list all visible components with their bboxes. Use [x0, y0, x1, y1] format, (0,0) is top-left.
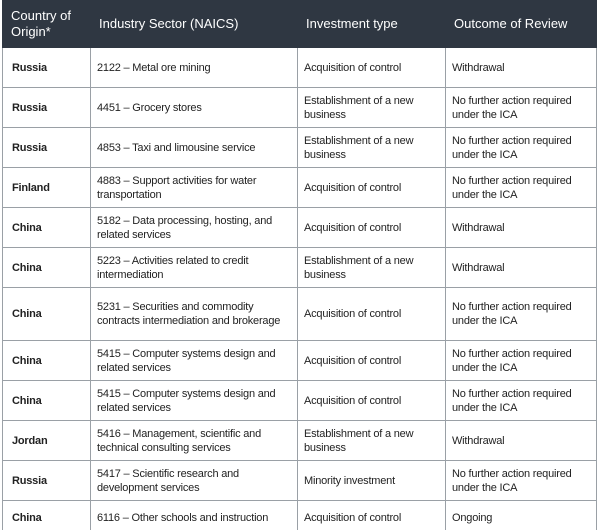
table-row: Russia 4451 – Grocery stores Establishment…	[2, 87, 597, 128]
table-row: Russia 4853 – Taxi and limousine service E…	[2, 127, 597, 168]
table-cell: China	[2, 247, 91, 288]
table-cell: No further action required under the ICA	[445, 460, 597, 501]
table-row: Finland 4883 – Support activities for wat…	[2, 167, 597, 208]
table-cell: 4853 – Taxi and limousine service	[90, 127, 298, 168]
table-cell: No further action required under the ICA	[445, 287, 597, 341]
header-cell: Industry Sector (NAICS)	[90, 0, 298, 48]
table-cell: Finland	[2, 167, 91, 208]
table-row: China 5231 – Securities and commodity con…	[2, 287, 597, 341]
table-cell: No further action required under the ICA	[445, 167, 597, 208]
table-cell: Russia	[2, 127, 91, 168]
header-cell: Country of Origin*	[2, 0, 91, 48]
table-cell: Withdrawal	[445, 47, 597, 88]
table-cell: Russia	[2, 87, 91, 128]
table-cell: Acquisition of control	[297, 207, 446, 248]
table-cell: China	[2, 287, 91, 341]
table-cell: 5415 – Computer systems design and relat…	[90, 380, 298, 421]
table-row: Russia 5417 – Scientific research and dev…	[2, 460, 597, 501]
table-cell: Acquisition of control	[297, 380, 446, 421]
table-row: China 6116 – Other schools and instructio…	[2, 500, 597, 530]
table-cell: Russia	[2, 460, 91, 501]
table-row: China 5182 – Data processing, hosting, an…	[2, 207, 597, 248]
table-cell: Jordan	[2, 420, 91, 461]
table-cell: China	[2, 207, 91, 248]
table-cell: 4451 – Grocery stores	[90, 87, 298, 128]
table-cell: 5416 – Management, scientific and techni…	[90, 420, 298, 461]
table-row: China 5223 – Activities related to credit…	[2, 247, 597, 288]
table-cell: China	[2, 380, 91, 421]
table-row: China 5415 – Computer systems design and …	[2, 340, 597, 381]
table-cell: Acquisition of control	[297, 500, 446, 530]
table-cell: No further action required under the ICA	[445, 127, 597, 168]
table-cell: China	[2, 500, 91, 530]
table-cell: Establishment of a new business	[297, 420, 446, 461]
table-cell: Establishment of a new business	[297, 87, 446, 128]
header-cell: Investment type	[297, 0, 446, 48]
table-header: Country of Origin* Industry Sector (NAICS…	[2, 0, 597, 48]
table-cell: Acquisition of control	[297, 287, 446, 341]
table-cell: 5231 – Securities and commodity contract…	[90, 287, 298, 341]
header-cell: Outcome of Review	[445, 0, 597, 48]
table-cell: Minority investment	[297, 460, 446, 501]
table-cell: Withdrawal	[445, 247, 597, 288]
table-cell: No further action required under the ICA	[445, 87, 597, 128]
table-cell: Withdrawal	[445, 207, 597, 248]
table-cell: Ongoing	[445, 500, 597, 530]
table-cell: Establishment of a new business	[297, 127, 446, 168]
table-cell: Withdrawal	[445, 420, 597, 461]
table-cell: 5415 – Computer systems design and relat…	[90, 340, 298, 381]
table-cell: 5417 – Scientific research and developme…	[90, 460, 298, 501]
table-cell: Acquisition of control	[297, 340, 446, 381]
table-body: Russia 2122 – Metal ore mining Acquisition…	[2, 47, 597, 530]
table-row: Russia 2122 – Metal ore mining Acquisition…	[2, 47, 597, 88]
table-row: Jordan 5416 – Management, scientific and …	[2, 420, 597, 461]
header-row: Country of Origin* Industry Sector (NAICS…	[2, 0, 597, 48]
table-cell: 6116 – Other schools and instruction	[90, 500, 298, 530]
table-cell: No further action required under the ICA	[445, 380, 597, 421]
table-cell: 5182 – Data processing, hosting, and rel…	[90, 207, 298, 248]
table-cell: Establishment of a new business	[297, 247, 446, 288]
table-row: China 5415 – Computer systems design and …	[2, 380, 597, 421]
table-cell: Russia	[2, 47, 91, 88]
table-cell: No further action required under the ICA	[445, 340, 597, 381]
table-cell: 2122 – Metal ore mining	[90, 47, 298, 88]
table-cell: 4883 – Support activities for water tran…	[90, 167, 298, 208]
table-cell: Acquisition of control	[297, 167, 446, 208]
table-cell: Acquisition of control	[297, 47, 446, 88]
table-cell: China	[2, 340, 91, 381]
table-cell: 5223 – Activities related to credit inte…	[90, 247, 298, 288]
